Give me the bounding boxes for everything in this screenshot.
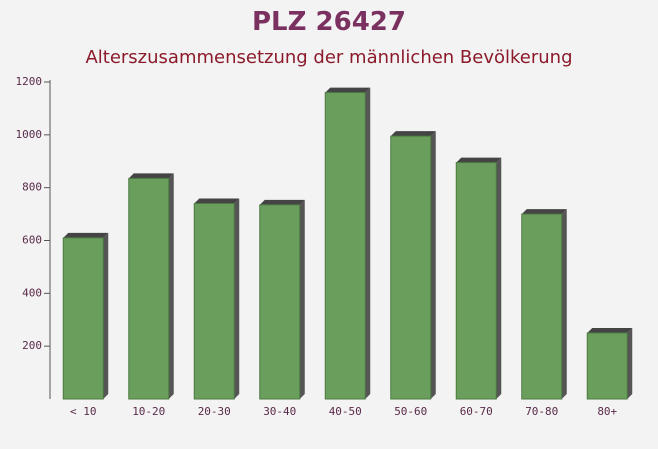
x-tick-label: 20-30 <box>198 405 231 418</box>
bar-side <box>496 157 502 399</box>
bar-side <box>365 87 371 400</box>
y-tick-label: 1000 <box>16 128 43 141</box>
bar <box>62 237 104 400</box>
x-tick-label: 40-50 <box>329 405 362 418</box>
bar-side <box>561 209 567 399</box>
bar-side <box>168 173 174 399</box>
bar-side <box>299 199 305 399</box>
bar-top <box>259 199 305 205</box>
bar <box>455 162 497 400</box>
bar-top <box>194 198 240 204</box>
bar-top <box>63 232 109 238</box>
bar <box>390 135 432 400</box>
x-tick-label: 80+ <box>597 405 617 418</box>
bar-top <box>456 157 502 163</box>
bar-side <box>103 232 109 399</box>
x-tick-label: 50-60 <box>394 405 427 418</box>
bar-side <box>234 198 240 399</box>
bar <box>193 203 235 400</box>
x-tick-label: < 10 <box>70 405 97 418</box>
bar <box>586 332 628 400</box>
chart-title: PLZ 26427 <box>252 7 406 37</box>
bar-top <box>587 327 633 333</box>
y-tick-label: 1200 <box>16 75 43 88</box>
bar-top <box>521 209 567 215</box>
bar <box>128 177 170 400</box>
chart-subtitle: Alterszusammensetzung der männlichen Bev… <box>85 47 572 68</box>
bar <box>259 204 301 400</box>
bar-side <box>430 131 436 399</box>
bar-top <box>325 87 371 93</box>
y-tick-label: 600 <box>22 234 42 247</box>
bar-side <box>627 327 633 399</box>
y-tick-label: 800 <box>22 181 42 194</box>
x-tick-label: 30-40 <box>263 405 296 418</box>
x-tick-label: 10-20 <box>132 405 165 418</box>
bar-top <box>128 173 174 179</box>
bar <box>521 213 563 400</box>
x-tick-label: 70-80 <box>525 405 558 418</box>
x-tick-label: 60-70 <box>460 405 493 418</box>
bar <box>324 92 366 400</box>
y-tick-label: 200 <box>22 339 42 352</box>
y-tick-label: 400 <box>22 286 42 299</box>
bar-top <box>390 131 436 137</box>
